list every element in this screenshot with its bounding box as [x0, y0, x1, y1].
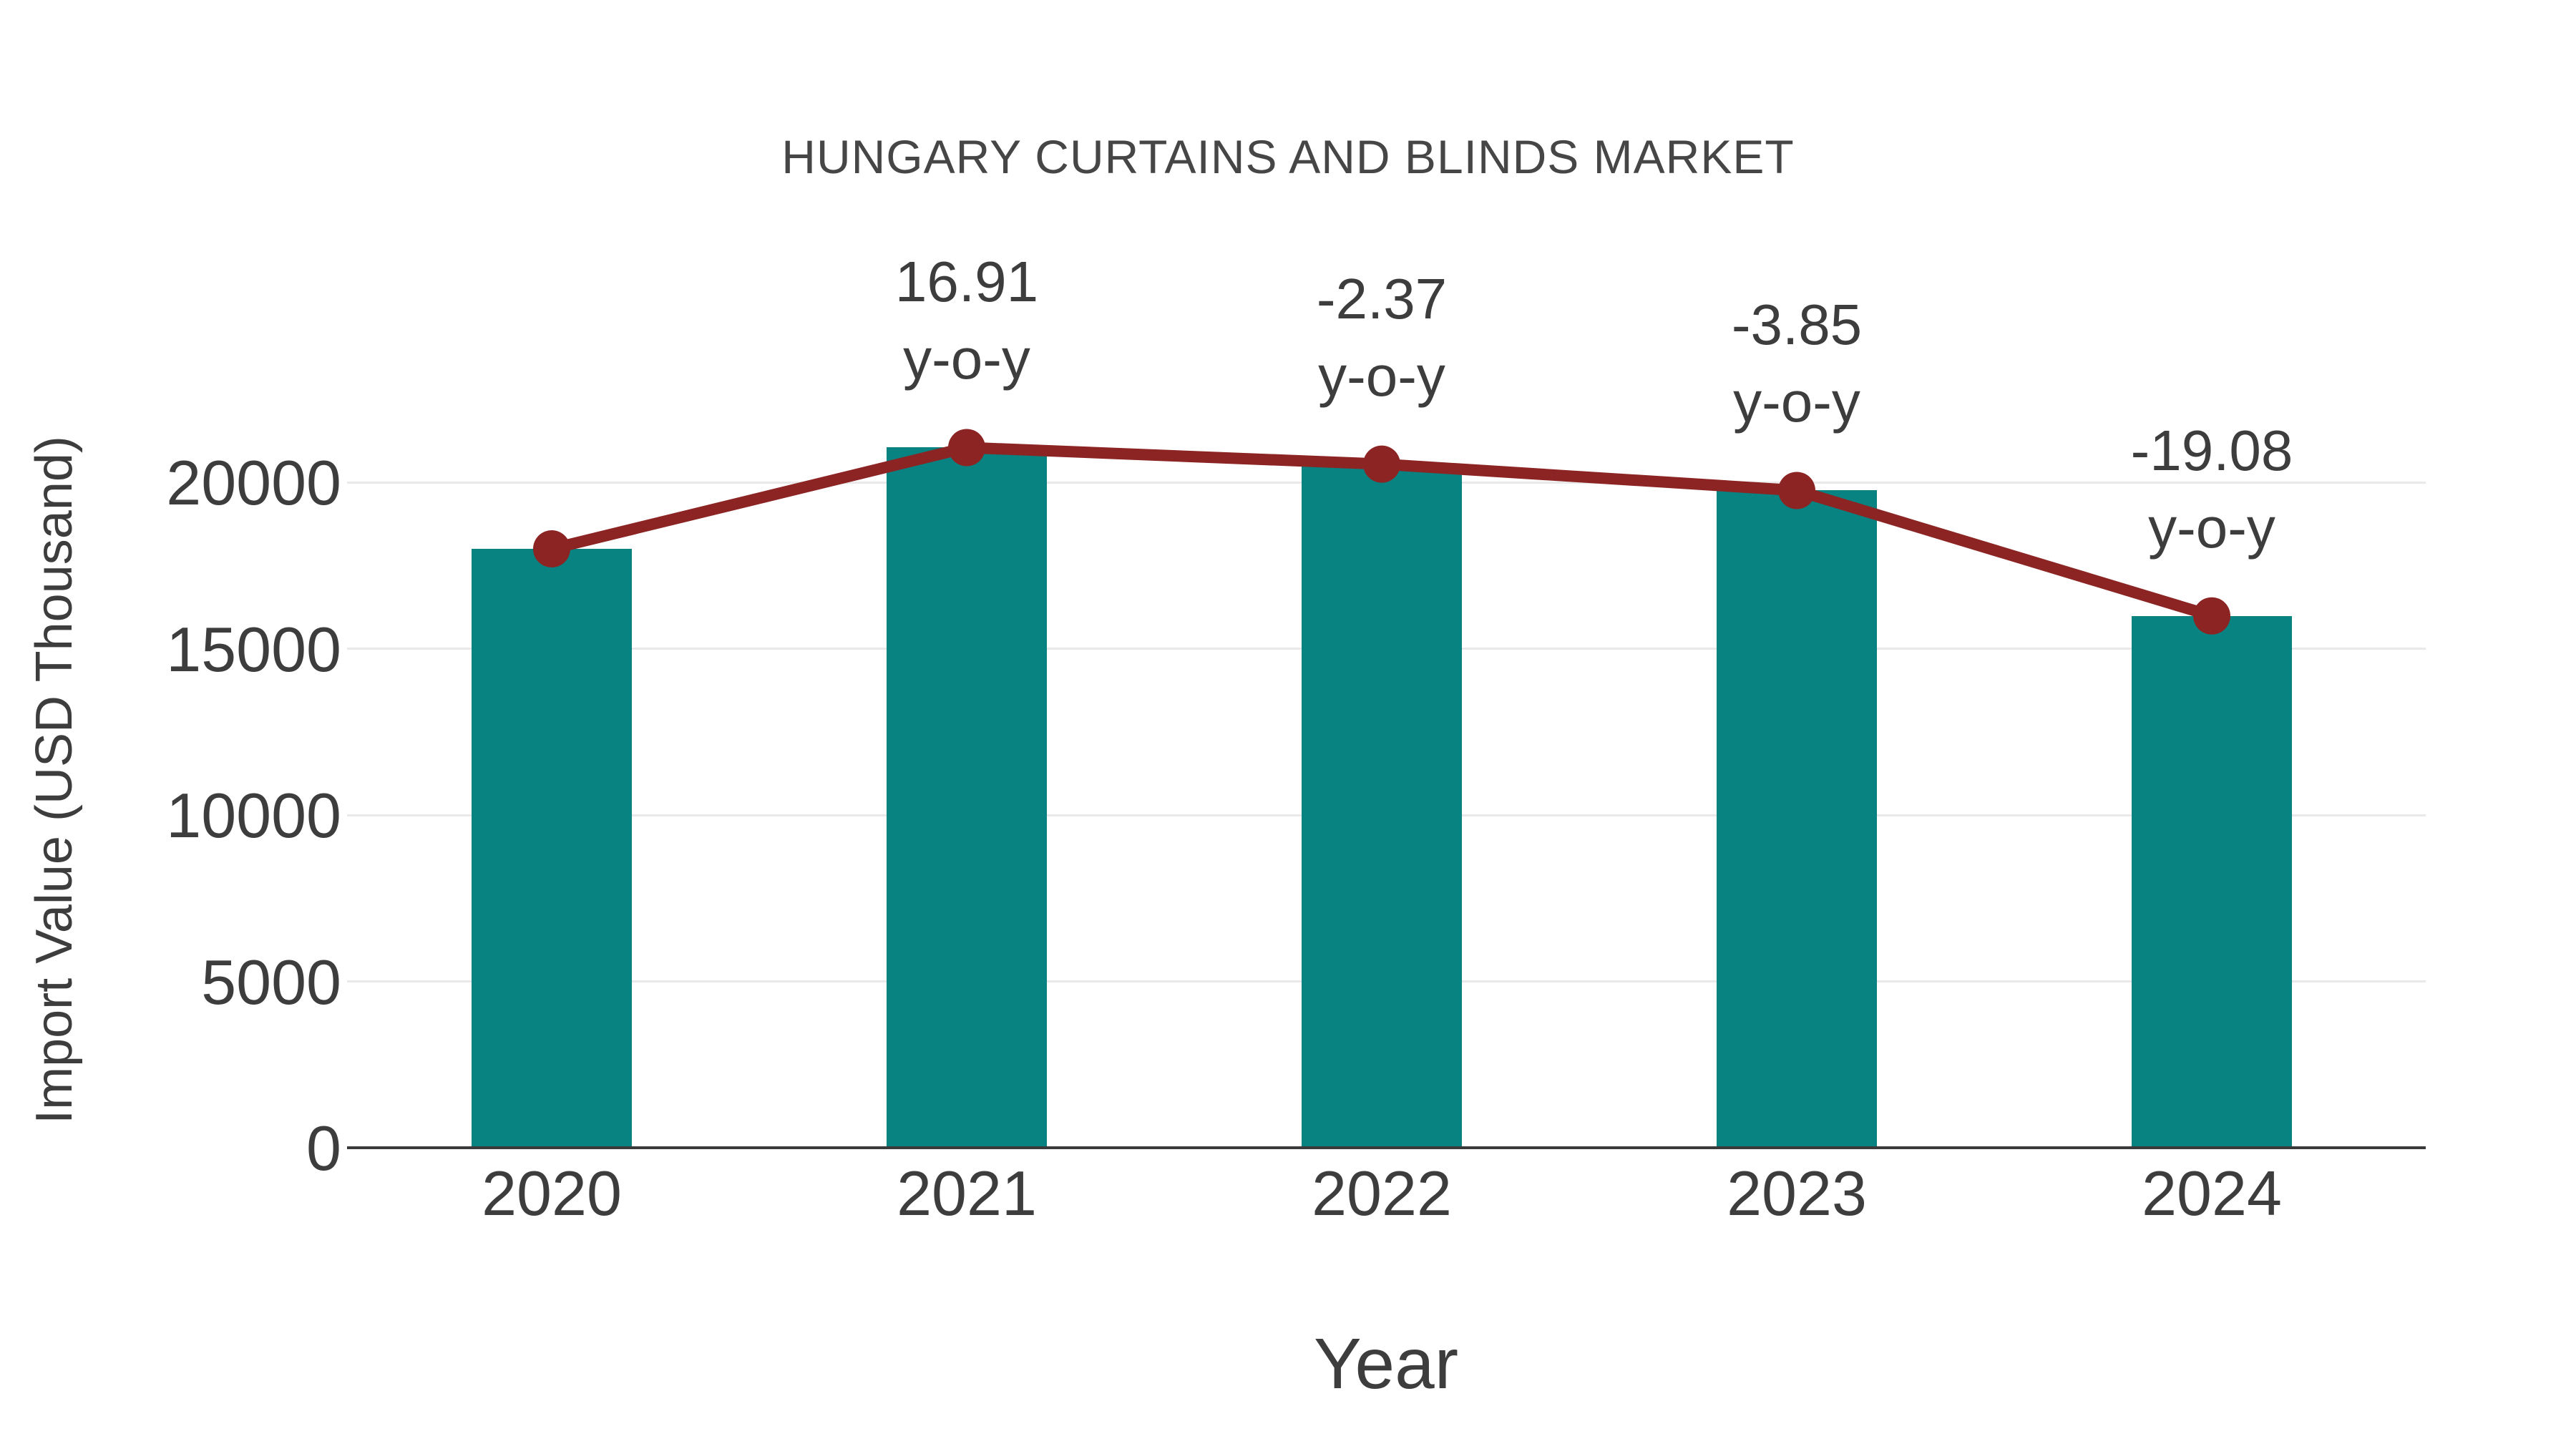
bar-2021	[887, 447, 1047, 1148]
annotation-value-2024: -19.08	[2130, 418, 2293, 482]
annotation-value-2023: -3.85	[1731, 293, 1863, 357]
x-tick-label-2024: 2024	[2142, 1158, 2282, 1229]
annotation-2021: 16.91 y-o-y	[895, 243, 1038, 398]
annotation-2022: -2.37 y-o-y	[1317, 260, 1447, 415]
annotation-2024: -19.08 y-o-y	[2131, 412, 2293, 567]
bar-2022	[1302, 464, 1462, 1148]
annotation-sublabel-2021: y-o-y	[903, 327, 1030, 391]
y-tick-label-10000: 10000	[166, 780, 341, 851]
y-tick-label-0: 0	[306, 1113, 341, 1184]
bar-2023	[1717, 490, 1877, 1148]
y-tick-label-5000: 5000	[201, 946, 341, 1018]
annotation-sublabel-2023: y-o-y	[1733, 370, 1860, 434]
y-axis-title: Import Value (USD Thousand)	[26, 436, 83, 1124]
annotation-sublabel-2024: y-o-y	[2148, 495, 2275, 560]
chart-title: HUNGARY CURTAINS AND BLINDS MARKET	[781, 130, 1795, 183]
bar-2024	[2132, 615, 2292, 1148]
annotation-sublabel-2022: y-o-y	[1318, 343, 1445, 408]
x-axis-line	[347, 1146, 2426, 1149]
bar-2020	[472, 549, 632, 1148]
annotation-2023: -3.85 y-o-y	[1732, 286, 1862, 441]
annotation-value-2022: -2.37	[1316, 266, 1448, 331]
y-tick-label-20000: 20000	[166, 447, 341, 518]
x-axis-title: Year	[1313, 1324, 1459, 1404]
x-tick-label-2021: 2021	[897, 1158, 1037, 1229]
x-tick-label-2023: 2023	[1727, 1158, 1867, 1229]
x-tick-label-2020: 2020	[482, 1158, 622, 1229]
x-tick-label-2022: 2022	[1312, 1158, 1452, 1229]
y-tick-label-15000: 15000	[166, 613, 341, 685]
annotation-value-2021: 16.91	[894, 250, 1039, 314]
